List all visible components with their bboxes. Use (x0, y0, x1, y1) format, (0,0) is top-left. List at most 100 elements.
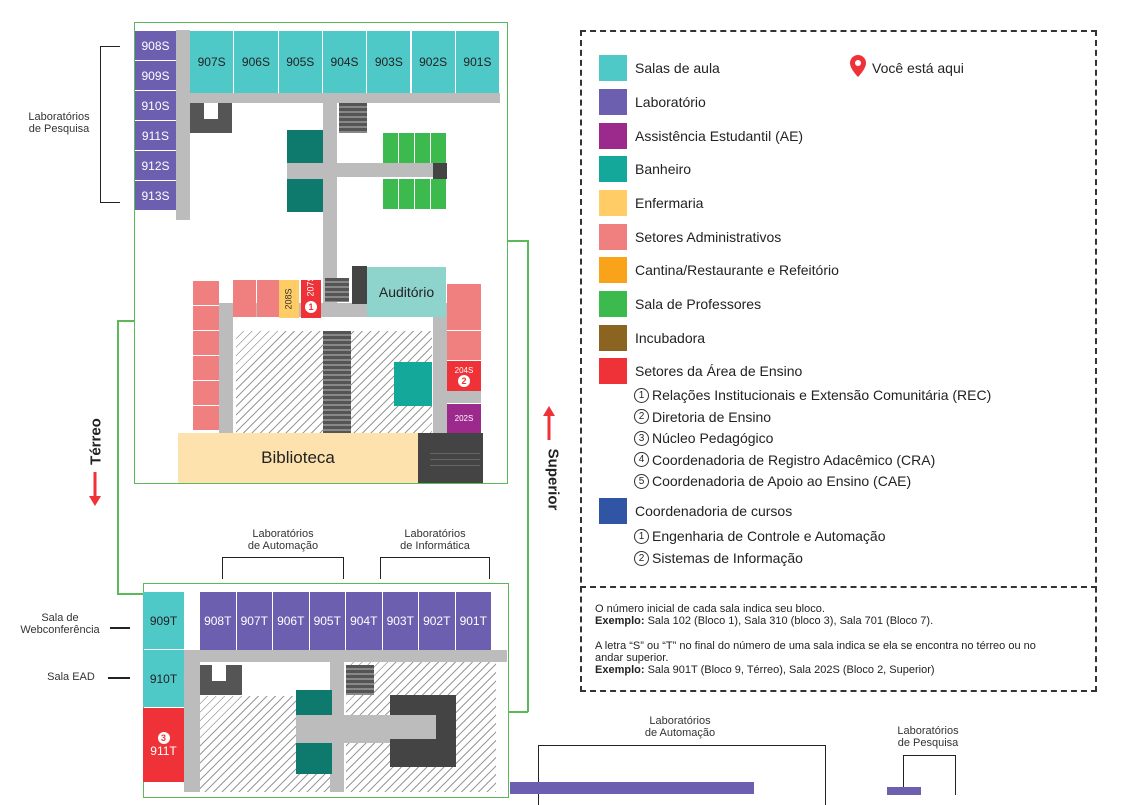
legend-label: Incubadora (635, 330, 706, 346)
room-204s[interactable]: 204S 2 (447, 361, 481, 391)
professors-room[interactable] (415, 133, 430, 163)
admin-room[interactable] (233, 280, 256, 317)
sub-item-number: 1 (634, 528, 649, 544)
room-202s[interactable]: 202S (447, 404, 481, 433)
room-910s[interactable]: 910S (135, 91, 176, 120)
sub-item-number: 5 (634, 473, 649, 489)
room-902s[interactable]: 902S (411, 31, 455, 93)
connector-line (527, 240, 529, 712)
legend-swatch (599, 257, 627, 283)
legend-item: Setores Administrativos (599, 224, 781, 250)
room-909s[interactable]: 909S (135, 61, 176, 90)
bracket-lab-automacao-2 (538, 745, 826, 805)
professors-room[interactable] (399, 133, 414, 163)
room-908s[interactable]: 908S (135, 31, 176, 60)
admin-room[interactable] (193, 281, 219, 305)
bracket-lab-informatica (380, 557, 490, 579)
legend-swatch (599, 498, 627, 524)
room-911t[interactable]: 3 911T (143, 708, 184, 782)
room-label: 903T (386, 614, 414, 628)
professors-room[interactable] (415, 179, 430, 209)
stairs (325, 278, 349, 302)
sub-item-label: Sistemas de Informação (652, 550, 803, 566)
stairs (339, 103, 367, 133)
corridor (184, 650, 200, 792)
you-are-here: Você está aqui (850, 55, 964, 80)
connector-line (117, 320, 135, 322)
room-label: 912S (141, 158, 170, 173)
admin-room[interactable] (193, 331, 219, 355)
sub-item-number: 1 (634, 387, 649, 403)
room-909t[interactable]: 909T (143, 592, 184, 649)
professors-room[interactable] (399, 179, 414, 209)
room-901t[interactable]: 901T (455, 592, 491, 650)
room-207s[interactable]: 207S 1 (301, 275, 321, 318)
restroom (394, 362, 432, 406)
room-label: 903S (374, 55, 403, 69)
room-911t-label: 911T (150, 744, 177, 758)
professors-room[interactable] (383, 179, 398, 209)
legend-item: Laboratório (599, 89, 706, 115)
connector-line (117, 320, 119, 594)
room-903t[interactable]: 903T (382, 592, 418, 650)
legend-label: Enfermaria (635, 195, 704, 211)
library[interactable]: Biblioteca (178, 433, 418, 483)
auditorium[interactable]: Auditório (367, 267, 446, 317)
admin-room[interactable] (193, 306, 219, 330)
room-910t-label: 910T (149, 671, 178, 686)
legend-item-cursos: Coordenadoria de cursos (599, 498, 792, 524)
room-901s[interactable]: 901S (455, 31, 500, 93)
room-913s[interactable]: 913S (135, 181, 176, 210)
professors-room[interactable] (431, 179, 446, 209)
legend-label: Salas de aula (635, 60, 720, 76)
admin-room[interactable] (193, 381, 219, 405)
sub-item-label: Coordenadoria de Registro Adacêmico (CRA… (652, 451, 936, 468)
room-207s-number: 1 (305, 301, 317, 313)
label-lab-automacao-1: Laboratórios de Automação (247, 528, 319, 552)
room-904s[interactable]: 904S (322, 31, 367, 93)
room-906s[interactable]: 906S (234, 31, 278, 93)
professors-room[interactable] (383, 133, 398, 163)
restroom-gap (204, 103, 218, 119)
note-example-1-bold: Exemplo: (595, 615, 645, 627)
corridor (287, 163, 447, 177)
room-904t[interactable]: 904T (346, 592, 382, 650)
room-903s[interactable]: 903S (367, 31, 411, 93)
stairs-lines (430, 448, 480, 466)
room-911t-number: 3 (157, 732, 170, 744)
room-902t[interactable]: 902T (419, 592, 455, 650)
room-905t[interactable]: 905T (309, 592, 345, 650)
room-907t[interactable]: 907T (236, 592, 272, 650)
room-label: 911S (141, 128, 170, 143)
restroom-gap (212, 665, 226, 681)
admin-room[interactable] (447, 331, 481, 360)
bracket-lab-pesquisa (100, 46, 120, 203)
room-908t[interactable]: 908T (200, 592, 236, 650)
legend-item: Sala de Professores (599, 291, 761, 317)
room-911s[interactable]: 911S (135, 121, 176, 150)
admin-room[interactable] (193, 406, 219, 430)
room-label: 910S (141, 98, 170, 113)
restroom-corridor (287, 163, 323, 179)
ensino-sub-item: 2 Diretoria de Ensino (634, 409, 771, 425)
ensino-sub-item: 1 Relações Institucionais e Extensão Comu… (634, 387, 991, 403)
room-907s[interactable]: 907S (190, 31, 234, 93)
room-905s[interactable]: 905S (278, 31, 322, 93)
legend-label: Setores Administrativos (635, 229, 782, 245)
room-208s[interactable]: 208S (279, 280, 299, 318)
admin-room[interactable] (257, 280, 280, 317)
professors-room[interactable] (431, 133, 446, 163)
label-lab-pesquisa-top: Laboratórios de Pesquisa (28, 111, 90, 135)
sub-item-number: 4 (634, 452, 649, 467)
admin-room[interactable] (447, 284, 481, 330)
admin-room[interactable] (193, 356, 219, 380)
room-906t[interactable]: 906T (273, 592, 309, 650)
you-are-here-label: Você está aqui (872, 59, 964, 76)
room-910t[interactable]: 910T (143, 650, 184, 707)
location-pin-icon (850, 55, 866, 80)
auditorium-label: Auditório (378, 284, 435, 300)
room-912s[interactable]: 912S (135, 151, 176, 180)
legend-swatch (599, 224, 627, 250)
corridor (323, 103, 337, 303)
legend-label: Setores da Área de Ensino (635, 363, 803, 379)
